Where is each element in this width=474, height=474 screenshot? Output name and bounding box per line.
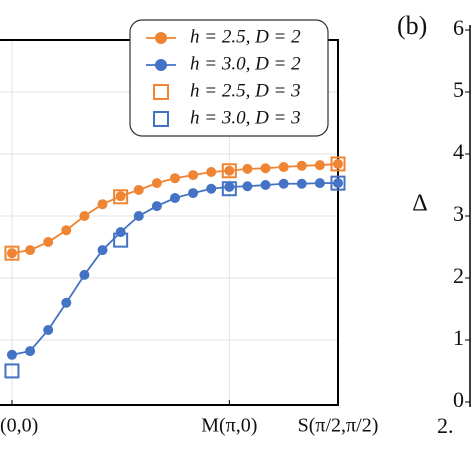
- point: [278, 162, 289, 173]
- y-tick-label: 4: [453, 139, 464, 164]
- point: [4, 245, 20, 261]
- point: [151, 178, 162, 189]
- point: [61, 297, 72, 308]
- point: [169, 193, 180, 204]
- point: [296, 178, 307, 189]
- point: [79, 210, 90, 221]
- point: [221, 181, 237, 197]
- point: [169, 173, 180, 184]
- point: [115, 227, 126, 238]
- legend-label: h = 2.5, D = 3: [190, 80, 301, 101]
- legend-label: h = 2.5, D = 2: [190, 26, 301, 47]
- point: [221, 163, 237, 179]
- legend-marker: [155, 59, 167, 71]
- point: [133, 184, 144, 195]
- point: [188, 188, 199, 199]
- point: [333, 178, 343, 189]
- point: [314, 160, 325, 171]
- panel-label: (b): [397, 11, 427, 40]
- series-line: [11, 182, 338, 356]
- point: [113, 232, 129, 248]
- point: [133, 210, 144, 221]
- point: [79, 269, 90, 280]
- point: [25, 346, 36, 357]
- point: [314, 178, 325, 189]
- x-tick-label: 2.: [437, 413, 454, 438]
- point: [242, 163, 253, 174]
- point: [43, 325, 54, 336]
- legend-box: [129, 19, 329, 137]
- point: [97, 199, 108, 210]
- point: [224, 181, 235, 192]
- y-tick-label: 1: [453, 325, 464, 350]
- point: [43, 237, 54, 248]
- legend-marker: [153, 111, 169, 127]
- point: [6, 349, 17, 360]
- y-tick-label: 6: [453, 15, 464, 40]
- point: [333, 158, 343, 169]
- point: [4, 363, 20, 379]
- x-tick-label: X(0,0): [0, 415, 38, 437]
- point: [188, 170, 199, 181]
- y-tick-label: 5: [453, 77, 464, 102]
- point: [97, 245, 108, 256]
- legend-marker: [153, 84, 169, 100]
- point: [151, 201, 162, 212]
- y-axis-label: Δ: [412, 191, 427, 217]
- legend-label: h = 3.0, D = 2: [190, 53, 301, 74]
- legend-marker: [155, 32, 167, 44]
- point: [61, 225, 72, 236]
- point: [115, 191, 126, 202]
- point: [260, 180, 271, 191]
- x-tick-label: M(π,0): [201, 415, 257, 437]
- point: [206, 183, 217, 194]
- point: [242, 181, 253, 192]
- point: [206, 166, 217, 177]
- point: [25, 245, 36, 256]
- point: [224, 165, 235, 176]
- y-tick-label: 3: [453, 201, 464, 226]
- legend-label: h = 3.0, D = 3: [190, 107, 301, 128]
- point: [278, 178, 289, 189]
- y-tick-label: 2: [453, 263, 464, 288]
- point: [6, 248, 17, 259]
- point: [260, 163, 271, 174]
- point: [296, 160, 307, 171]
- x-tick-label: S(π/2,π/2): [298, 415, 379, 437]
- point: [330, 175, 346, 191]
- point: [113, 189, 129, 205]
- point: [330, 156, 346, 172]
- y-tick-label: 0: [453, 387, 464, 412]
